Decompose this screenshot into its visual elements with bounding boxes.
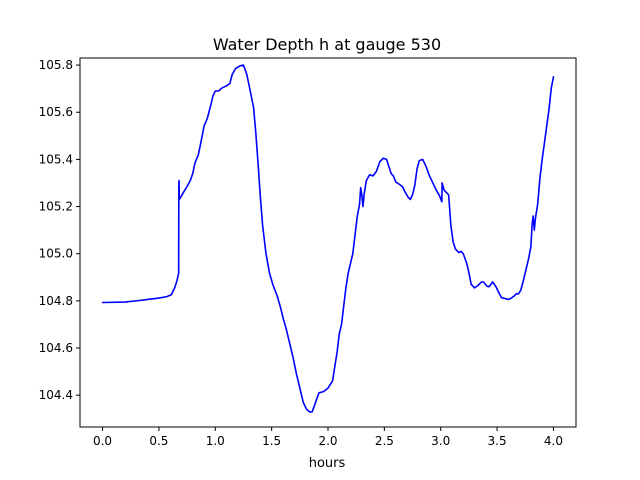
x-tick-label: 2.5 [375, 434, 394, 448]
y-tick-label: 104.4 [39, 388, 73, 402]
y-tick-label: 105.8 [39, 58, 73, 72]
x-tick-label: 0.5 [149, 434, 168, 448]
y-tick-label: 105.4 [39, 152, 73, 166]
y-axis: 104.4 104.6 104.8 105.0 105.2 105.4 105.6 105.8 [39, 58, 80, 402]
y-tick-label: 105.2 [39, 200, 73, 214]
series-line-0 [101, 64, 555, 413]
chart-title: Water Depth h at gauge 530 [213, 35, 441, 54]
x-tick-label: 3.0 [431, 434, 450, 448]
x-tick-label: 4.0 [544, 434, 563, 448]
y-tick-label: 105.6 [39, 105, 73, 119]
x-tick-label: 1.0 [206, 434, 225, 448]
y-tick-label: 105.0 [39, 247, 73, 261]
x-tick-label: 2.0 [318, 434, 337, 448]
x-tick-label: 1.5 [262, 434, 281, 448]
x-axis-label: hours [309, 456, 346, 471]
y-tick-label: 104.6 [39, 341, 73, 355]
x-axis: 0.0 0.5 1.0 1.5 2.0 2.5 3.0 3.5 4.0 [93, 427, 563, 448]
x-tick-label: 3.5 [488, 434, 507, 448]
plot-area [101, 64, 555, 413]
y-tick-label: 104.8 [39, 294, 73, 308]
x-tick-label: 0.0 [93, 434, 112, 448]
